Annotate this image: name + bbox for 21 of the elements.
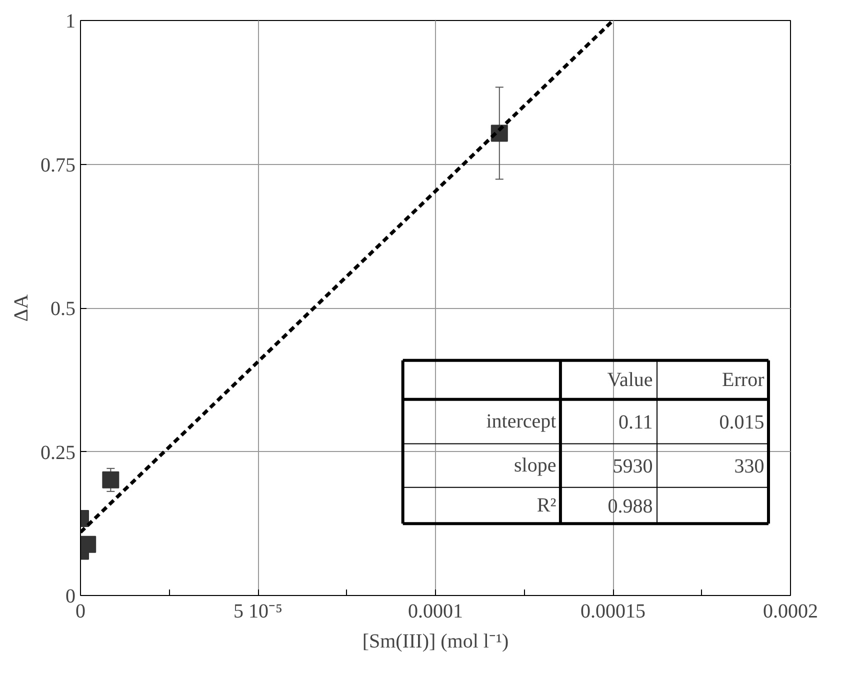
annotation: Value: [607, 368, 653, 391]
x-axis-title: [Sm(III)] (mol l⁻¹): [362, 630, 509, 652]
annotation: slope: [514, 454, 556, 477]
x-tick-label: 5 10⁻⁵: [234, 600, 282, 622]
annotation: 0.988: [608, 496, 653, 518]
y-tick-label: 0: [66, 586, 76, 608]
x-tick-label: 0.0002: [763, 600, 818, 622]
y-tick-label: 1: [66, 10, 76, 32]
y-tick-label: 0.75: [40, 154, 76, 176]
annotation: 5930: [612, 456, 653, 478]
y-tick-label: 0.5: [50, 298, 76, 320]
annotation: 0.015: [719, 412, 764, 434]
y-axis-title: ΔA: [10, 294, 32, 322]
x-tick-label: 0.0001: [408, 600, 463, 622]
x-tick-label: 0.00015: [580, 600, 646, 622]
y-tick-label: 0.25: [40, 442, 76, 464]
annotation: R²: [536, 494, 556, 517]
annotation: 330: [734, 456, 764, 478]
annotation: Error: [722, 368, 765, 391]
annotation: 0.11: [618, 412, 653, 434]
annotation: intercept: [486, 410, 557, 433]
